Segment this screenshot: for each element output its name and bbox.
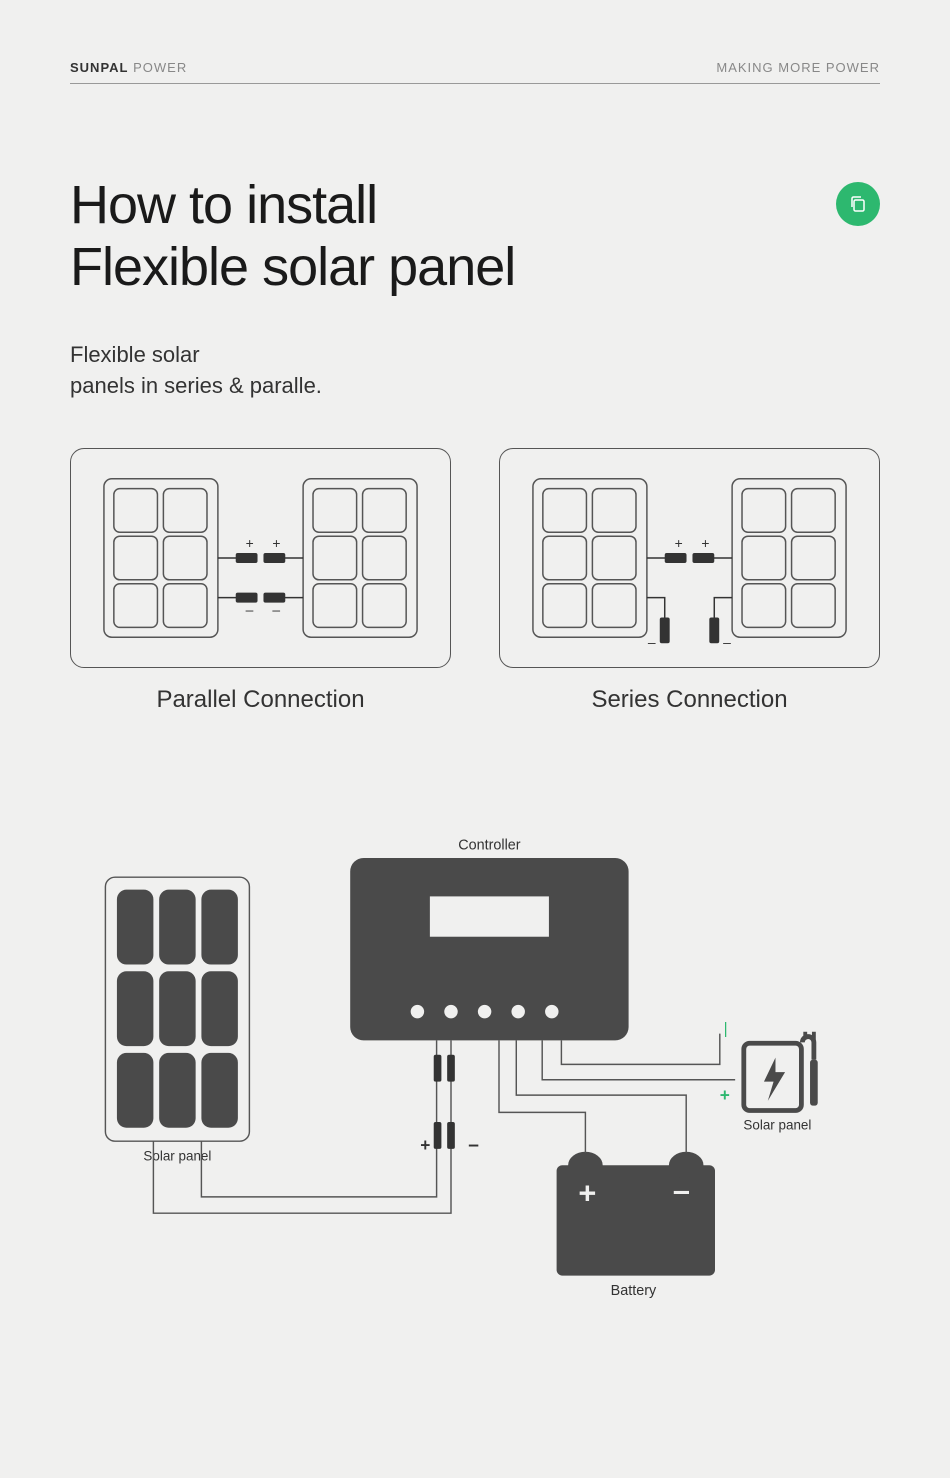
copy-button[interactable]	[836, 182, 880, 226]
svg-text:+: +	[578, 1175, 596, 1210]
page-title: How to installFlexible solar panel	[70, 174, 515, 298]
parallel-label: Parallel Connection	[70, 686, 451, 714]
controller-label: Controller	[458, 837, 521, 853]
svg-text:+: +	[246, 535, 254, 551]
svg-text:+: +	[701, 535, 709, 551]
page-header: SUNPAL POWER MAKING MORE POWER	[70, 60, 880, 84]
svg-text:–: –	[723, 634, 731, 650]
svg-text:+: +	[720, 1085, 730, 1105]
battery-label: Battery	[611, 1283, 657, 1299]
series-connection-card: + + – – Series Connection	[499, 448, 880, 714]
svg-text:+: +	[675, 535, 683, 551]
svg-text:|: |	[724, 1020, 728, 1037]
svg-text:+: +	[272, 535, 280, 551]
svg-text:–: –	[246, 601, 254, 617]
parallel-diagram: + + – –	[70, 448, 451, 668]
parallel-connection-card: + + – – Parallel Connection	[70, 448, 451, 714]
brand-text: SUNPAL POWER	[70, 60, 187, 75]
series-label: Series Connection	[499, 686, 880, 714]
solar-panel-icon	[105, 877, 249, 1141]
battery-icon: + –	[557, 1152, 715, 1276]
copy-icon	[848, 194, 868, 214]
svg-text:–: –	[648, 634, 656, 650]
series-diagram: + + – –	[499, 448, 880, 668]
system-wiring-diagram: Controller Solar panel	[70, 834, 880, 1314]
svg-text:–: –	[673, 1173, 690, 1208]
controller-icon	[350, 858, 628, 1040]
svg-text:–: –	[468, 1135, 479, 1156]
subtitle-text: Flexible solarpanels in series & paralle…	[70, 340, 880, 402]
svg-text:+: +	[420, 1135, 430, 1155]
load-charger-icon	[744, 1032, 818, 1111]
tagline-text: MAKING MORE POWER	[716, 60, 880, 75]
svg-text:–: –	[272, 601, 280, 617]
load-label: Solar panel	[743, 1117, 811, 1132]
